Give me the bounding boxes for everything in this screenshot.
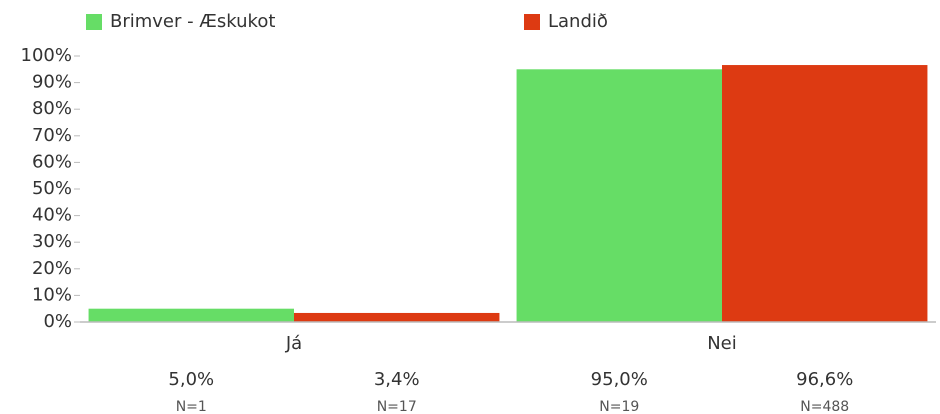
bar <box>294 312 500 322</box>
y-tick-label: 100% <box>21 45 72 66</box>
bar <box>88 308 294 322</box>
value-label: 5,0% <box>168 369 214 390</box>
value-label: 95,0% <box>591 369 648 390</box>
y-tick-label: 30% <box>32 231 72 252</box>
legend-swatch <box>524 14 540 30</box>
y-tick-label: 70% <box>32 125 72 146</box>
value-label: 3,4% <box>374 369 420 390</box>
bar <box>516 69 722 322</box>
legend-label: Brimver - Æskukot <box>110 11 275 32</box>
n-label: N=1 <box>176 399 207 414</box>
y-tick-label: 90% <box>32 72 72 93</box>
x-tick-label: Nei <box>707 333 737 354</box>
n-label: N=19 <box>599 399 639 414</box>
legend-label: Landið <box>548 11 608 32</box>
y-tick-label: 60% <box>32 151 72 172</box>
y-tick-label: 20% <box>32 258 72 279</box>
n-label: N=17 <box>377 399 417 414</box>
y-tick-label: 0% <box>43 311 72 332</box>
y-tick-label: 50% <box>32 178 72 199</box>
x-tick-label: Já <box>285 333 302 354</box>
y-tick-label: 10% <box>32 284 72 305</box>
y-tick-label: 80% <box>32 98 72 119</box>
y-tick-label: 40% <box>32 205 72 226</box>
bar <box>722 65 928 322</box>
legend-swatch <box>86 14 102 30</box>
n-label: N=488 <box>800 399 849 414</box>
value-label: 96,6% <box>796 369 853 390</box>
